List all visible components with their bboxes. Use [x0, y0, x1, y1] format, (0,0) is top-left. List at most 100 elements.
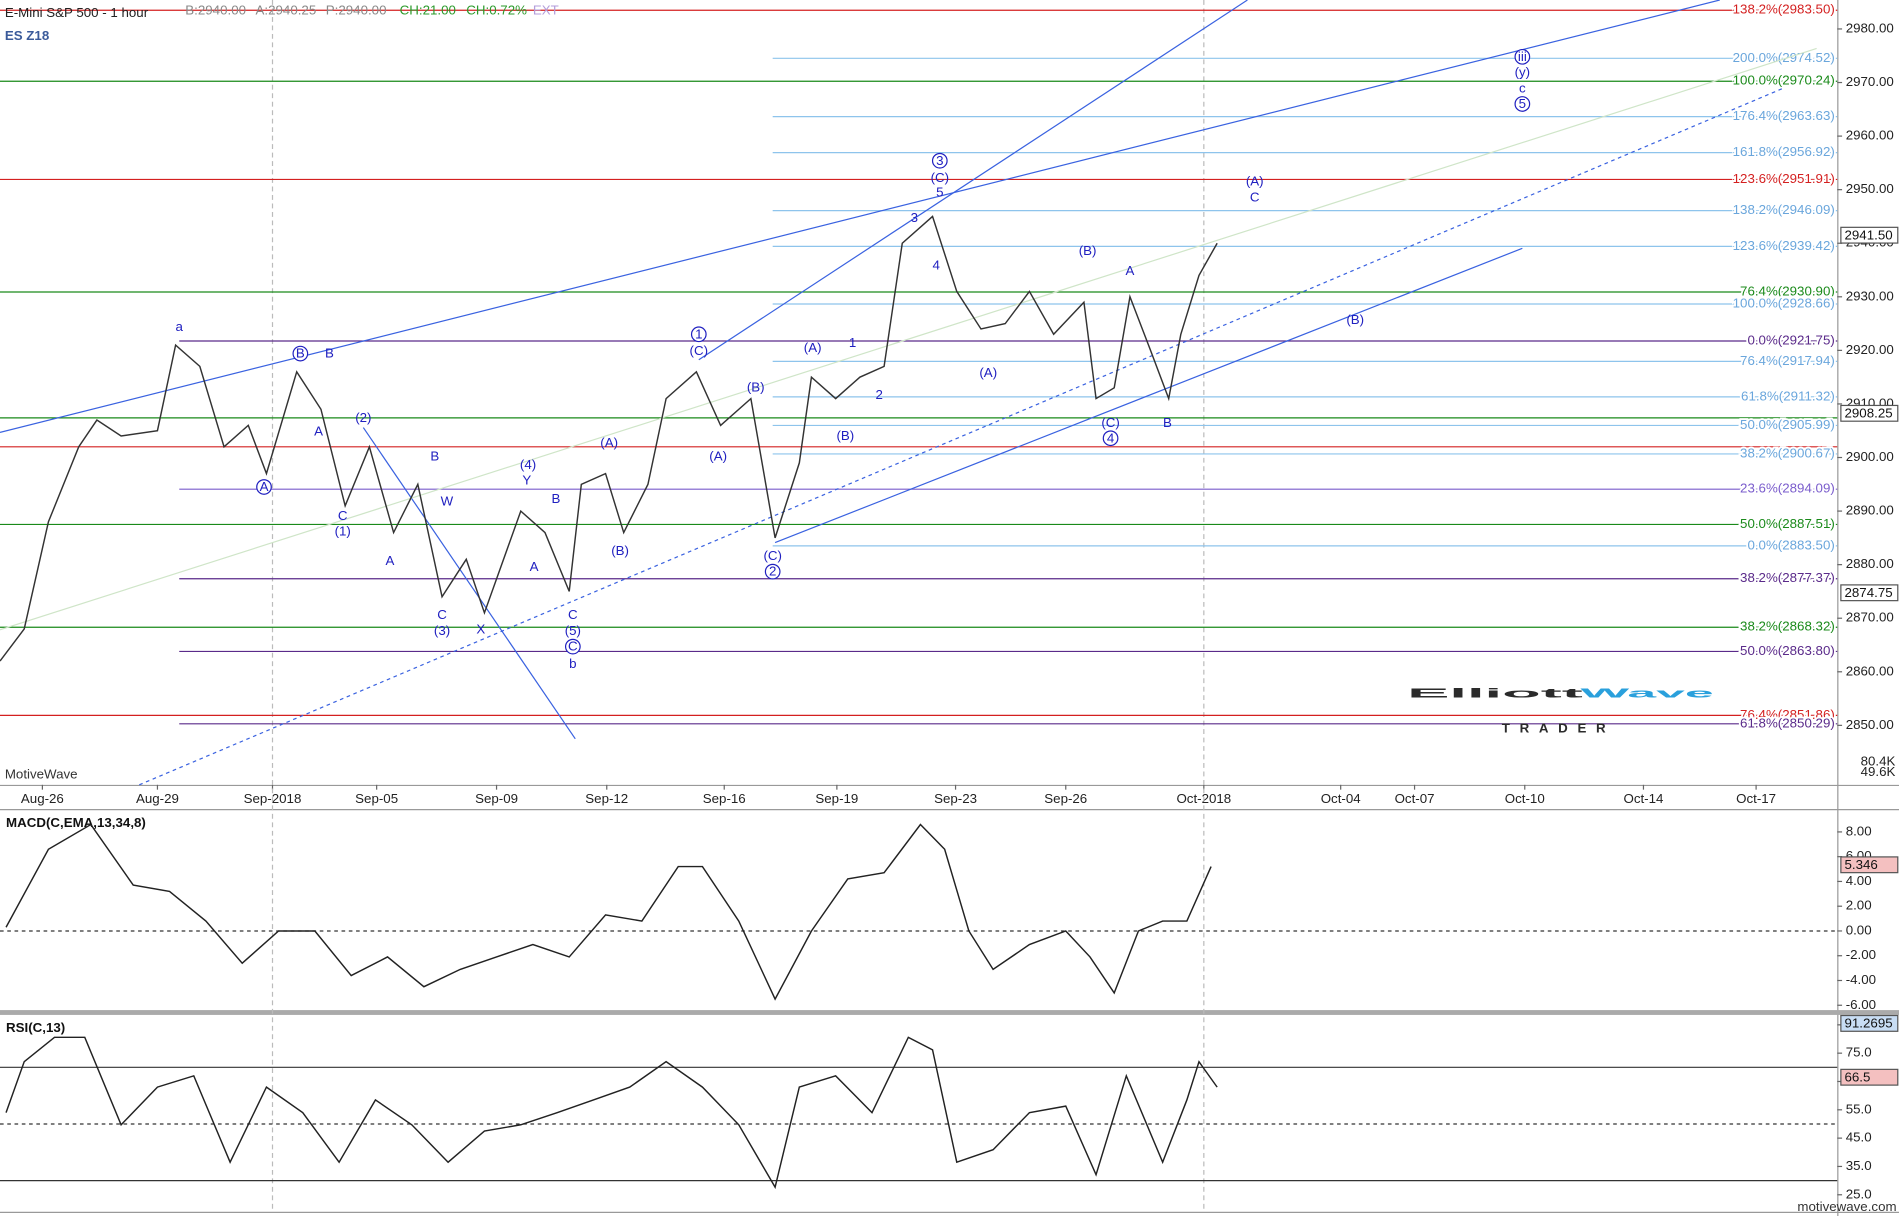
wave-label: 4	[1107, 430, 1115, 445]
wave-label: 5	[936, 184, 943, 199]
wave-label: (C)	[763, 548, 781, 563]
wave-circle	[1102, 430, 1119, 447]
volume-label: 80.4K	[1861, 753, 1896, 768]
fib-label: 23.6%(2894.09)	[1740, 481, 1835, 496]
x-tick-label: Aug-26	[21, 791, 64, 806]
y-tick-label: 2860.00	[1846, 663, 1894, 678]
y-tick-label: 8.00	[1846, 823, 1872, 838]
wave-label: B	[551, 491, 560, 506]
wave-label: C	[568, 607, 578, 622]
y-tick-label: 2960.00	[1846, 128, 1894, 143]
quote: CH:21.00	[400, 2, 456, 17]
pane-separator	[0, 1010, 1899, 1015]
wave-label: (C)	[690, 343, 708, 358]
fib-label: 100.0%(2970.24)	[1733, 73, 1835, 88]
y-tick-label: 2970.00	[1846, 74, 1894, 89]
price-tag	[1840, 856, 1899, 874]
price-tag-label: 2941.50	[1845, 227, 1893, 242]
price-tag-label: 5.346	[1845, 857, 1878, 872]
logo-text: Elliott	[1407, 686, 1585, 701]
series-line	[0, 215, 1218, 662]
wave-label: (C)	[1101, 415, 1119, 430]
fib-label: 123.6%(2951.91)	[1733, 171, 1835, 186]
pane-title: MACD(C,EMA,13,34,8)	[6, 815, 146, 830]
fib-label: 0.0%(2921.75)	[1747, 333, 1834, 348]
y-tick-label: -2.00	[1846, 947, 1876, 962]
wave-label: C	[568, 639, 578, 654]
fib-label: 38.2%(2877.37)	[1740, 570, 1835, 585]
price-tag	[1840, 1068, 1899, 1086]
wave-label: (A)	[804, 340, 822, 355]
fib-label: 200.0%(2974.52)	[1733, 50, 1835, 65]
x-tick-label: Sep-16	[703, 791, 746, 806]
y-tick-label: 2950.00	[1846, 181, 1894, 196]
fib-label: 76.4%(2851.86)	[1740, 707, 1835, 722]
price-tag	[1840, 1014, 1899, 1032]
wave-circle	[764, 563, 781, 580]
site: motivewave.com	[1797, 1199, 1896, 1214]
y-tick-label: 2870.00	[1846, 610, 1894, 625]
wave-label: A	[386, 553, 395, 568]
wave-label: 1	[695, 326, 702, 341]
x-tick-label: Sep-05	[355, 791, 398, 806]
wave-circle	[1514, 96, 1531, 112]
wave-label: X	[476, 622, 485, 637]
price-tag	[1840, 226, 1899, 244]
trend-line	[0, 0, 1720, 433]
y-tick-label: 2880.00	[1846, 556, 1894, 571]
wave-label: b	[569, 656, 576, 671]
instrument: E-Mini S&P 500 - 1 hour	[5, 5, 149, 20]
wave-label: (1)	[335, 524, 351, 539]
fib-label: 50.0%(2863.80)	[1740, 643, 1835, 658]
x-tick-label: Oct-17	[1736, 791, 1776, 806]
fib-label: 76.4%(2930.90)	[1740, 283, 1835, 298]
wave-label: B	[296, 346, 305, 361]
wave-label: 2	[769, 564, 776, 579]
pane-title: RSI(C,13)	[6, 1020, 65, 1035]
y-tick-label: 2930.00	[1846, 288, 1894, 303]
quote: CH:0.72%	[466, 2, 527, 17]
x-tick-label: Aug-29	[136, 791, 179, 806]
quote: A:2940.25	[256, 2, 317, 17]
x-tick-label: Oct-10	[1505, 791, 1545, 806]
wave-label: (5)	[565, 623, 581, 638]
fib-label: 61.8%(2850.29)	[1740, 715, 1835, 730]
wave-label: A	[314, 423, 323, 438]
y-tick-label: 55.0	[1846, 1101, 1872, 1116]
wave-label: A	[1126, 263, 1135, 278]
wave-label: 5	[1519, 96, 1526, 111]
wave-label: C	[338, 508, 348, 523]
price-tag-label: 91.2695	[1845, 1016, 1893, 1031]
wave-label: (A)	[979, 365, 997, 380]
fib-label: 138.2%(2946.09)	[1733, 202, 1835, 217]
brand: MotiveWave	[5, 767, 78, 782]
wave-label: (B)	[747, 379, 765, 394]
fib-label: 161.8%(2956.92)	[1733, 144, 1835, 159]
wave-circle	[292, 345, 309, 362]
wave-circle	[1514, 48, 1531, 65]
x-tick-label: Oct-14	[1623, 791, 1664, 806]
fib-label: 50.0%(2887.51)	[1740, 516, 1835, 531]
wave-label: B	[325, 346, 334, 361]
volume-label: 49.6K	[1861, 764, 1896, 779]
x-tick-label: Oct-04	[1321, 791, 1362, 806]
wave-label: a	[176, 319, 184, 334]
fib-label: 50.0%(2905.99)	[1740, 417, 1835, 432]
wave-circle	[564, 638, 581, 655]
x-tick-label: Sep-12	[585, 791, 628, 806]
fib-label: 38.2%(2868.32)	[1740, 619, 1835, 634]
price-tag	[1840, 404, 1899, 422]
wave-label: C	[437, 607, 447, 622]
wave-label: (4)	[520, 457, 536, 472]
y-tick-label: 2920.00	[1846, 342, 1894, 357]
wave-label: B	[1163, 415, 1172, 430]
wave-label: C	[1250, 189, 1260, 204]
fib-label: 61.8%(2911.32)	[1741, 388, 1835, 403]
trend-line	[0, 47, 1817, 631]
wave-label: Y	[522, 473, 531, 488]
y-tick-label: 0.00	[1846, 922, 1872, 937]
wave-label: 2	[876, 387, 883, 402]
wave-circle	[690, 326, 707, 343]
